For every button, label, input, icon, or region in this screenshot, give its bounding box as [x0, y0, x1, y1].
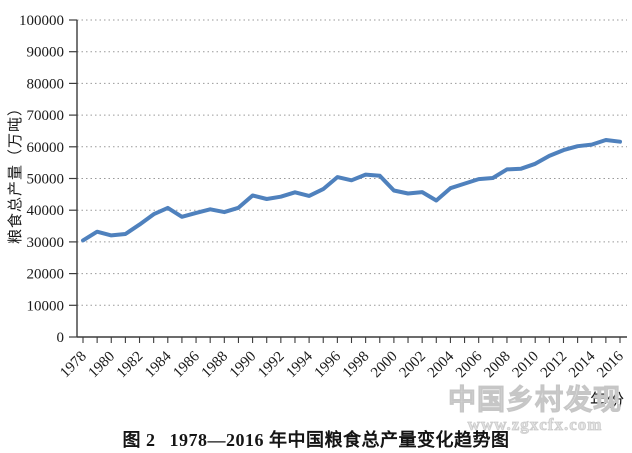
- y-tick-label: 0: [57, 330, 65, 346]
- y-tick-label: 60000: [27, 140, 65, 156]
- y-tick-label: 50000: [27, 172, 65, 188]
- x-tick-label: 2014: [566, 348, 599, 381]
- x-tick-label: 2012: [538, 349, 571, 382]
- y-axis-title: 粮食总产量（万吨）: [8, 100, 24, 245]
- x-tick-label: 1978: [57, 349, 90, 382]
- x-tick-label: 1996: [312, 348, 345, 381]
- y-tick-label: 20000: [27, 267, 65, 283]
- grain-output-line-chart: 0 10000 20000 30000 40000 50000 60000 70000 8000…: [19, 13, 627, 381]
- y-tick-label: 40000: [27, 203, 65, 219]
- x-tick-label: 2016: [594, 348, 627, 381]
- x-tick-label: 2006: [453, 348, 486, 381]
- x-tick-label: 2004: [425, 348, 458, 381]
- x-tick-label: 2000: [368, 349, 401, 382]
- x-axis-title: 年份: [590, 391, 624, 410]
- y-tick-label: 90000: [27, 45, 65, 61]
- x-tick-label: 1982: [114, 349, 147, 382]
- x-tick-label: 1988: [199, 349, 232, 382]
- x-tick-labels: 1978198019821984198619881990199219941996…: [57, 337, 627, 381]
- x-tick-label: 1994: [283, 348, 316, 381]
- gridlines: [77, 19, 627, 306]
- y-tick-label: 100000: [19, 13, 64, 29]
- figure-caption-number: 图 2: [122, 430, 156, 450]
- figure-caption-text: 1978—2016 年中国粮食总产量变化趋势图: [169, 430, 510, 450]
- x-tick-label: 2008: [481, 349, 514, 382]
- data-line: [81, 138, 622, 243]
- figure-caption: 图 2 1978—2016 年中国粮食总产量变化趋势图: [0, 426, 632, 452]
- y-tick-label: 80000: [27, 76, 65, 92]
- x-tick-label: 1986: [170, 348, 203, 381]
- y-tick-labels: 0 10000 20000 30000 40000 50000 60000 70000 8000…: [19, 13, 77, 346]
- x-tick-label: 1980: [86, 349, 119, 382]
- x-tick-label: 1992: [255, 349, 288, 382]
- y-tick-label: 30000: [27, 235, 65, 251]
- x-tick-label: 2002: [396, 349, 429, 382]
- x-tick-label: 1990: [227, 349, 260, 382]
- y-tick-label: 10000: [27, 298, 65, 314]
- x-tick-label: 2010: [510, 349, 543, 382]
- x-tick-label: 1998: [340, 349, 373, 382]
- x-tick-label: 1984: [142, 348, 175, 381]
- y-tick-label: 70000: [27, 108, 65, 124]
